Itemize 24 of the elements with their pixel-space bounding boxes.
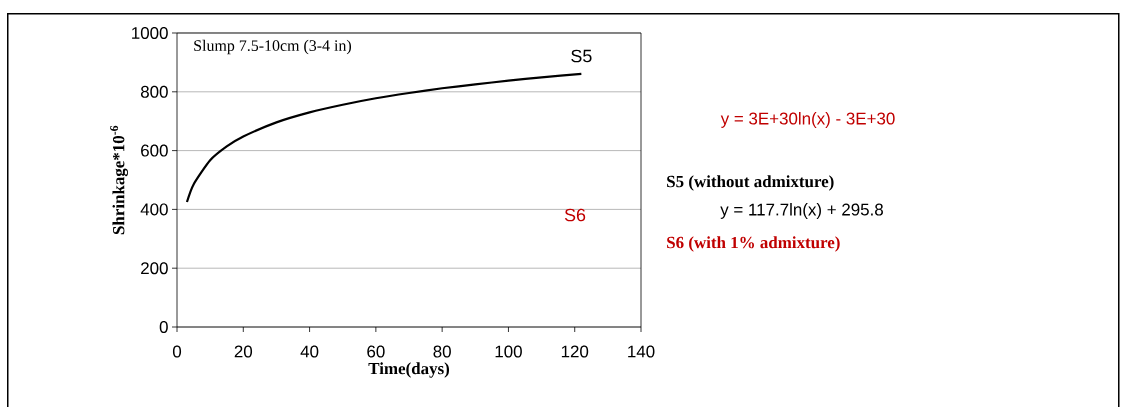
y-tick-label: 800 xyxy=(140,85,168,98)
x-axis-title: Time(days) xyxy=(368,362,450,378)
line-series xyxy=(185,72,583,204)
y-tick-label: 200 xyxy=(141,262,168,275)
x-tick-label: 0 xyxy=(172,345,182,358)
text: y = 3E+30ln(x) - 3E+30 xyxy=(720,112,895,128)
y-axis-title: Shrinkage*10$^{-6}$ xyxy=(110,125,128,235)
x-tick-label: 40 xyxy=(300,345,319,358)
text: y = 117.7ln(x) + 295.8 xyxy=(720,203,883,219)
y-tick-label: 0 xyxy=(159,321,168,333)
y-tick-label: 400 xyxy=(140,203,168,216)
x-tick-label: 80 xyxy=(433,345,451,358)
x-tick-label: 20 xyxy=(234,345,253,358)
text: S5 (without admixture) xyxy=(667,175,834,191)
annotation: S6 xyxy=(564,208,586,222)
x-tick-label: 100 xyxy=(495,345,522,358)
x-tick-label: 140 xyxy=(628,345,655,358)
y-tick-label: 600 xyxy=(141,144,168,157)
x-tick-label: 60 xyxy=(367,345,385,358)
y-tick-label: 1000 xyxy=(132,27,168,39)
series-label: S5 xyxy=(571,49,592,63)
annotation: Slump 7.5-10cm (3-4 in) xyxy=(194,39,352,55)
x-tick-label: 120 xyxy=(561,345,589,358)
text: S6 (with 1% admixture) xyxy=(667,236,840,252)
